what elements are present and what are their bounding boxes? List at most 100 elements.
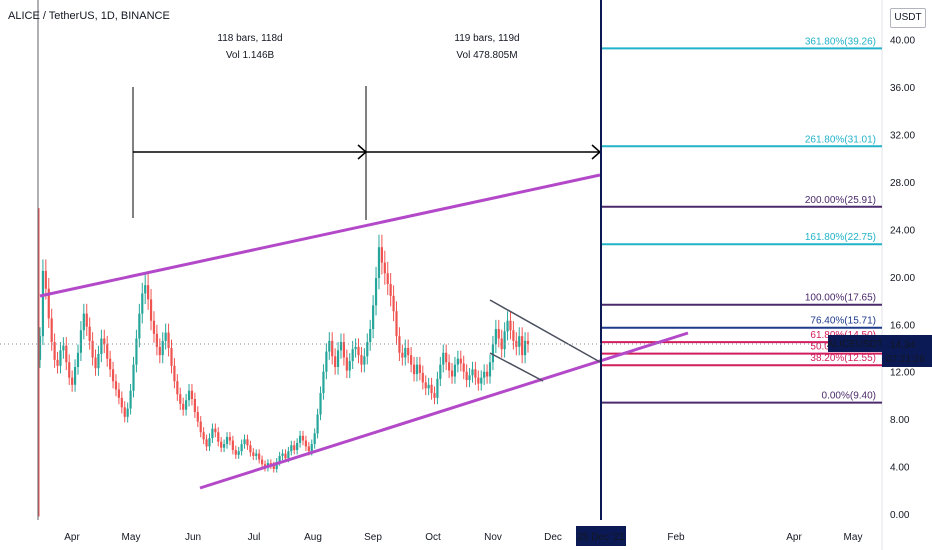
- x-tick-label: Oct: [425, 532, 441, 543]
- candle-body: [339, 342, 343, 351]
- candle-body: [155, 333, 158, 347]
- candle-body: [287, 451, 290, 459]
- candle-body: [208, 438, 211, 447]
- fib-level-label: 38.20%(12.55): [810, 353, 876, 364]
- candle-body: [456, 358, 459, 365]
- candle-body: [404, 348, 407, 358]
- candle-body: [474, 369, 477, 378]
- candle-body: [220, 441, 223, 448]
- candle-body: [392, 295, 395, 312]
- candle-body: [439, 364, 442, 379]
- candle-body: [494, 329, 497, 345]
- candle-body: [190, 390, 194, 400]
- candle-body: [389, 283, 392, 296]
- candle-body: [187, 390, 191, 401]
- candle-body: [65, 345, 68, 363]
- candle-body: [167, 332, 170, 349]
- candle-body: [480, 377, 483, 384]
- candle-body: [307, 446, 310, 452]
- candle-body: [123, 407, 126, 417]
- candle-body: [421, 372, 424, 383]
- candle-body: [322, 371, 325, 394]
- y-tick-label: 12.00: [890, 368, 915, 379]
- price-tag: ALICEUSDT 14.34 07:21:26: [827, 334, 932, 367]
- x-tick-label: Apr: [64, 532, 80, 543]
- candle-body: [398, 336, 401, 353]
- candle-body: [296, 442, 299, 451]
- candle-body: [117, 389, 120, 398]
- candle-body: [453, 364, 457, 377]
- arrow-head-mid: [357, 144, 368, 160]
- currency-button[interactable]: USDT: [890, 8, 926, 28]
- candle-body: [351, 349, 354, 362]
- candle-body: [377, 247, 381, 279]
- candle-body: [336, 350, 340, 367]
- candle-body: [149, 299, 153, 321]
- candle-body: [94, 357, 97, 369]
- candle-body: [357, 346, 360, 356]
- candle-body: [410, 355, 413, 365]
- candle-body: [278, 455, 281, 462]
- y-tick-label: 16.00: [890, 320, 915, 331]
- candle-body: [442, 352, 445, 365]
- y-tick-label: 8.00: [890, 415, 910, 426]
- y-tick-label: 32.00: [890, 131, 915, 142]
- candle-body: [258, 453, 261, 460]
- y-tick-label: 24.00: [890, 225, 915, 236]
- wedge-upper-line: [489, 299, 601, 363]
- candle-body: [526, 340, 530, 344]
- candle-body: [328, 340, 331, 352]
- candle-body: [380, 247, 383, 263]
- candle-body: [44, 270, 47, 289]
- candle-body: [491, 344, 495, 363]
- candle-body: [222, 444, 226, 448]
- x-tick-label: Jul: [248, 532, 261, 543]
- x-tick-label: Nov: [484, 532, 502, 543]
- candle-body: [395, 311, 398, 337]
- candle-body: [100, 338, 103, 354]
- candle-body: [56, 359, 59, 366]
- candle-body: [79, 330, 83, 353]
- candle-body: [161, 340, 164, 356]
- fib-level-label: 261.80%(31.01): [805, 134, 876, 145]
- candle-body: [360, 355, 363, 365]
- target-date-label: 25 Dec '21: [577, 532, 625, 543]
- candle-body: [363, 356, 366, 365]
- candle-body: [401, 352, 404, 358]
- candle-body: [38, 336, 42, 360]
- candle-body: [275, 461, 278, 469]
- candle-body: [424, 382, 427, 389]
- candle-body: [246, 439, 249, 446]
- candle-body: [196, 412, 199, 422]
- candle-body: [68, 362, 71, 378]
- symbol-tag-label: ALICEUSDT: [827, 339, 883, 350]
- candle-body: [132, 364, 135, 391]
- price-tag-value: 14.34: [890, 340, 915, 351]
- candle-body: [62, 345, 65, 351]
- channel-lower-line: [199, 331, 689, 490]
- candle-body: [298, 435, 302, 443]
- candle-body: [234, 450, 237, 455]
- candle-body: [471, 369, 474, 376]
- candle-body: [521, 336, 524, 356]
- candle-body: [512, 330, 515, 341]
- candle-body: [497, 329, 500, 339]
- candle-body: [415, 364, 419, 375]
- candle-body: [164, 332, 167, 341]
- candle-body: [170, 348, 173, 366]
- x-tick-label: Jun: [185, 532, 201, 543]
- candle-body: [383, 262, 386, 274]
- candle-body: [82, 313, 85, 331]
- bars-range-note-second: 119 bars, 119d Vol 478.805M: [440, 30, 534, 64]
- candle-body: [313, 433, 316, 445]
- candle-body: [152, 320, 156, 334]
- candle-body: [477, 377, 480, 384]
- price-countdown: 07:21:26: [886, 354, 925, 365]
- candle-body: [231, 440, 234, 451]
- candle-body: [88, 326, 91, 341]
- candle-body: [50, 318, 53, 343]
- fib-level-label: 76.40%(15.71): [810, 316, 876, 327]
